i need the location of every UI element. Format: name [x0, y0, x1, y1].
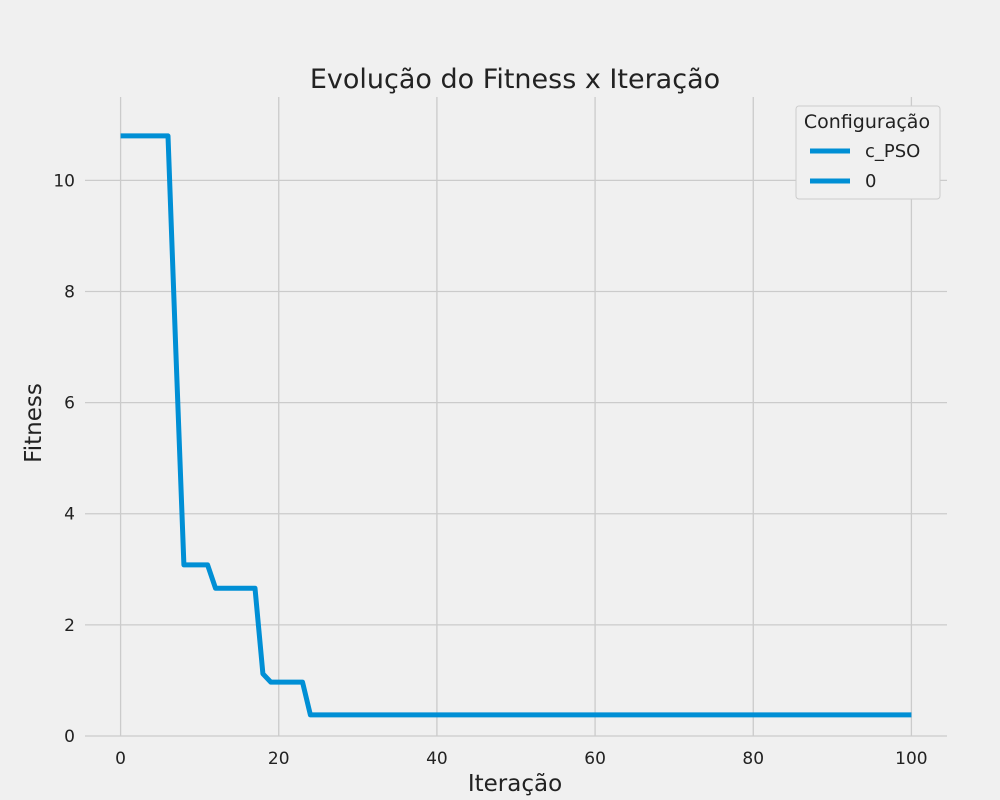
series-line [120, 133, 912, 718]
legend: Configuração c_PSO 0 [795, 105, 941, 200]
y-tick-label: 6 [64, 394, 75, 414]
x-tick-label: 20 [268, 749, 290, 769]
y-axis-label: Fitness [21, 383, 47, 463]
x-tick-label: 100 [895, 749, 927, 769]
legend-title: Configuração [804, 111, 930, 133]
x-tick-label: 40 [426, 749, 448, 769]
y-tick-label: 10 [53, 171, 75, 191]
y-tick-label: 4 [64, 505, 75, 525]
x-tick-label: 60 [584, 749, 606, 769]
legend-entry-label: 0 [865, 171, 876, 192]
chart-title: Evolução do Fitness x Iteração [310, 64, 720, 95]
legend-entries: c_PSO 0 [810, 141, 920, 192]
grid-lines [85, 97, 947, 737]
y-tick-label: 8 [64, 282, 75, 302]
x-tick-label: 80 [742, 749, 764, 769]
legend-entry-label: c_PSO [865, 141, 920, 162]
x-axis-label: Iteração [468, 771, 562, 797]
x-tick-label: 0 [115, 749, 126, 769]
legend-box [795, 105, 941, 200]
y-tick-label: 0 [64, 727, 75, 747]
y-tick-label: 2 [64, 616, 75, 636]
series-lines [120, 133, 912, 718]
tick-labels: 0 20 40 60 80 100 0 2 4 6 8 10 [53, 171, 927, 769]
